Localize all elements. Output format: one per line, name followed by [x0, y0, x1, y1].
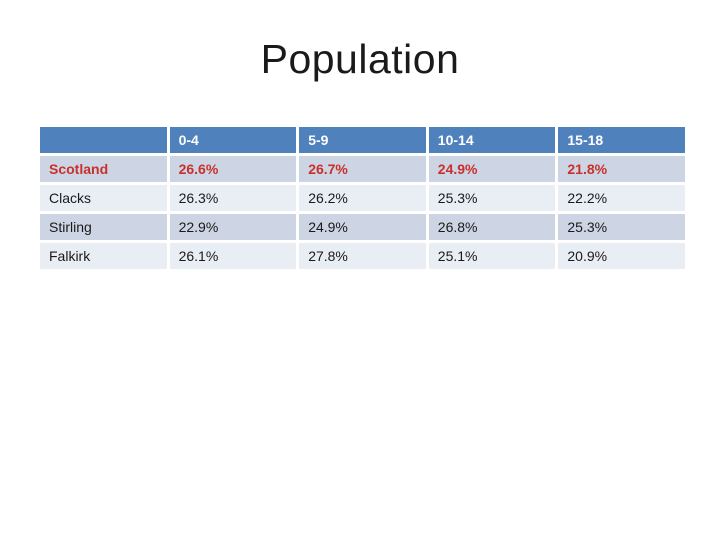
data-cell: 25.1% — [428, 243, 556, 269]
header-cell-15-18: 15-18 — [558, 127, 685, 153]
data-cell: 24.9% — [299, 214, 426, 240]
data-cell: 26.6% — [169, 156, 297, 182]
slide-title: Population — [260, 36, 460, 82]
data-cell: 26.2% — [299, 185, 426, 211]
data-cell: 25.3% — [428, 185, 556, 211]
data-cell: 26.1% — [169, 243, 297, 269]
row-label-falkirk: Falkirk — [40, 243, 167, 269]
data-cell: 27.8% — [299, 243, 426, 269]
header-cell-0-4: 0-4 — [169, 127, 297, 153]
data-cell: 26.8% — [428, 214, 556, 240]
header-cell-10-14: 10-14 — [428, 127, 556, 153]
header-cell-5-9: 5-9 — [299, 127, 426, 153]
data-cell: 24.9% — [428, 156, 556, 182]
data-cell: 22.9% — [169, 214, 297, 240]
data-cell: 25.3% — [558, 214, 685, 240]
data-cell: 20.9% — [558, 243, 685, 269]
header-cell-blank — [40, 127, 167, 153]
data-cell: 26.3% — [169, 185, 297, 211]
data-cell: 26.7% — [299, 156, 426, 182]
population-table: 0-4 5-9 10-14 15-18 Scotland 26.6% 26.7%… — [40, 127, 685, 269]
row-label-stirling: Stirling — [40, 214, 167, 240]
data-cell: 22.2% — [558, 185, 685, 211]
row-label-clacks: Clacks — [40, 185, 167, 211]
row-label-scotland: Scotland — [40, 156, 167, 182]
data-cell: 21.8% — [558, 156, 685, 182]
